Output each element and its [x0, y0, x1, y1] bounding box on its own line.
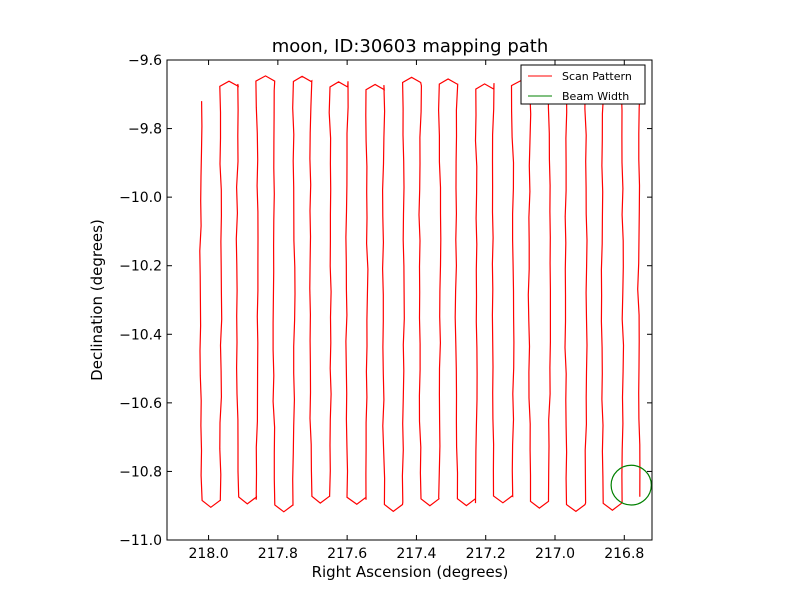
x-tick-label: 217.8 [258, 546, 298, 562]
y-tick-label: −11.0 [119, 533, 162, 549]
plot-frame [166, 59, 653, 541]
y-tick-label: −10.0 [119, 190, 162, 206]
ticks-layer: 218.0 217.8 217.6 217.4 217.2 217.0 216.8 −11.0… [119, 53, 652, 562]
x-tick-label: 217.6 [327, 546, 367, 562]
y-tick-label: −10.2 [119, 259, 162, 275]
series-layer [199, 75, 652, 513]
chart-title: moon, ID:30603 mapping path [272, 36, 549, 57]
x-tick-label: 217.2 [466, 546, 506, 562]
legend-label-beam-width: Beam Width [562, 90, 629, 103]
legend-label-scan-pattern: Scan Pattern [562, 70, 632, 83]
y-tick-label: −10.8 [119, 464, 162, 480]
y-axis-label: Declination (degrees) [88, 219, 106, 381]
y-tick-label: −9.8 [128, 122, 162, 138]
x-tick-label: 217.0 [535, 546, 575, 562]
x-tick-label: 217.4 [396, 546, 436, 562]
y-tick-label: −10.4 [119, 327, 162, 343]
plot-area [167, 60, 652, 540]
beam-width-circle [610, 464, 652, 506]
x-tick-label: 218.0 [189, 546, 229, 562]
legend-box [520, 64, 646, 105]
x-tick-label: 216.8 [604, 546, 644, 562]
x-axis-label: Right Ascension (degrees) [312, 563, 509, 581]
legend: Scan Pattern Beam Width [520, 64, 646, 105]
y-tick-label: −10.6 [119, 396, 162, 412]
scan-pattern-line [199, 75, 642, 513]
y-tick-label: −9.6 [128, 53, 162, 69]
